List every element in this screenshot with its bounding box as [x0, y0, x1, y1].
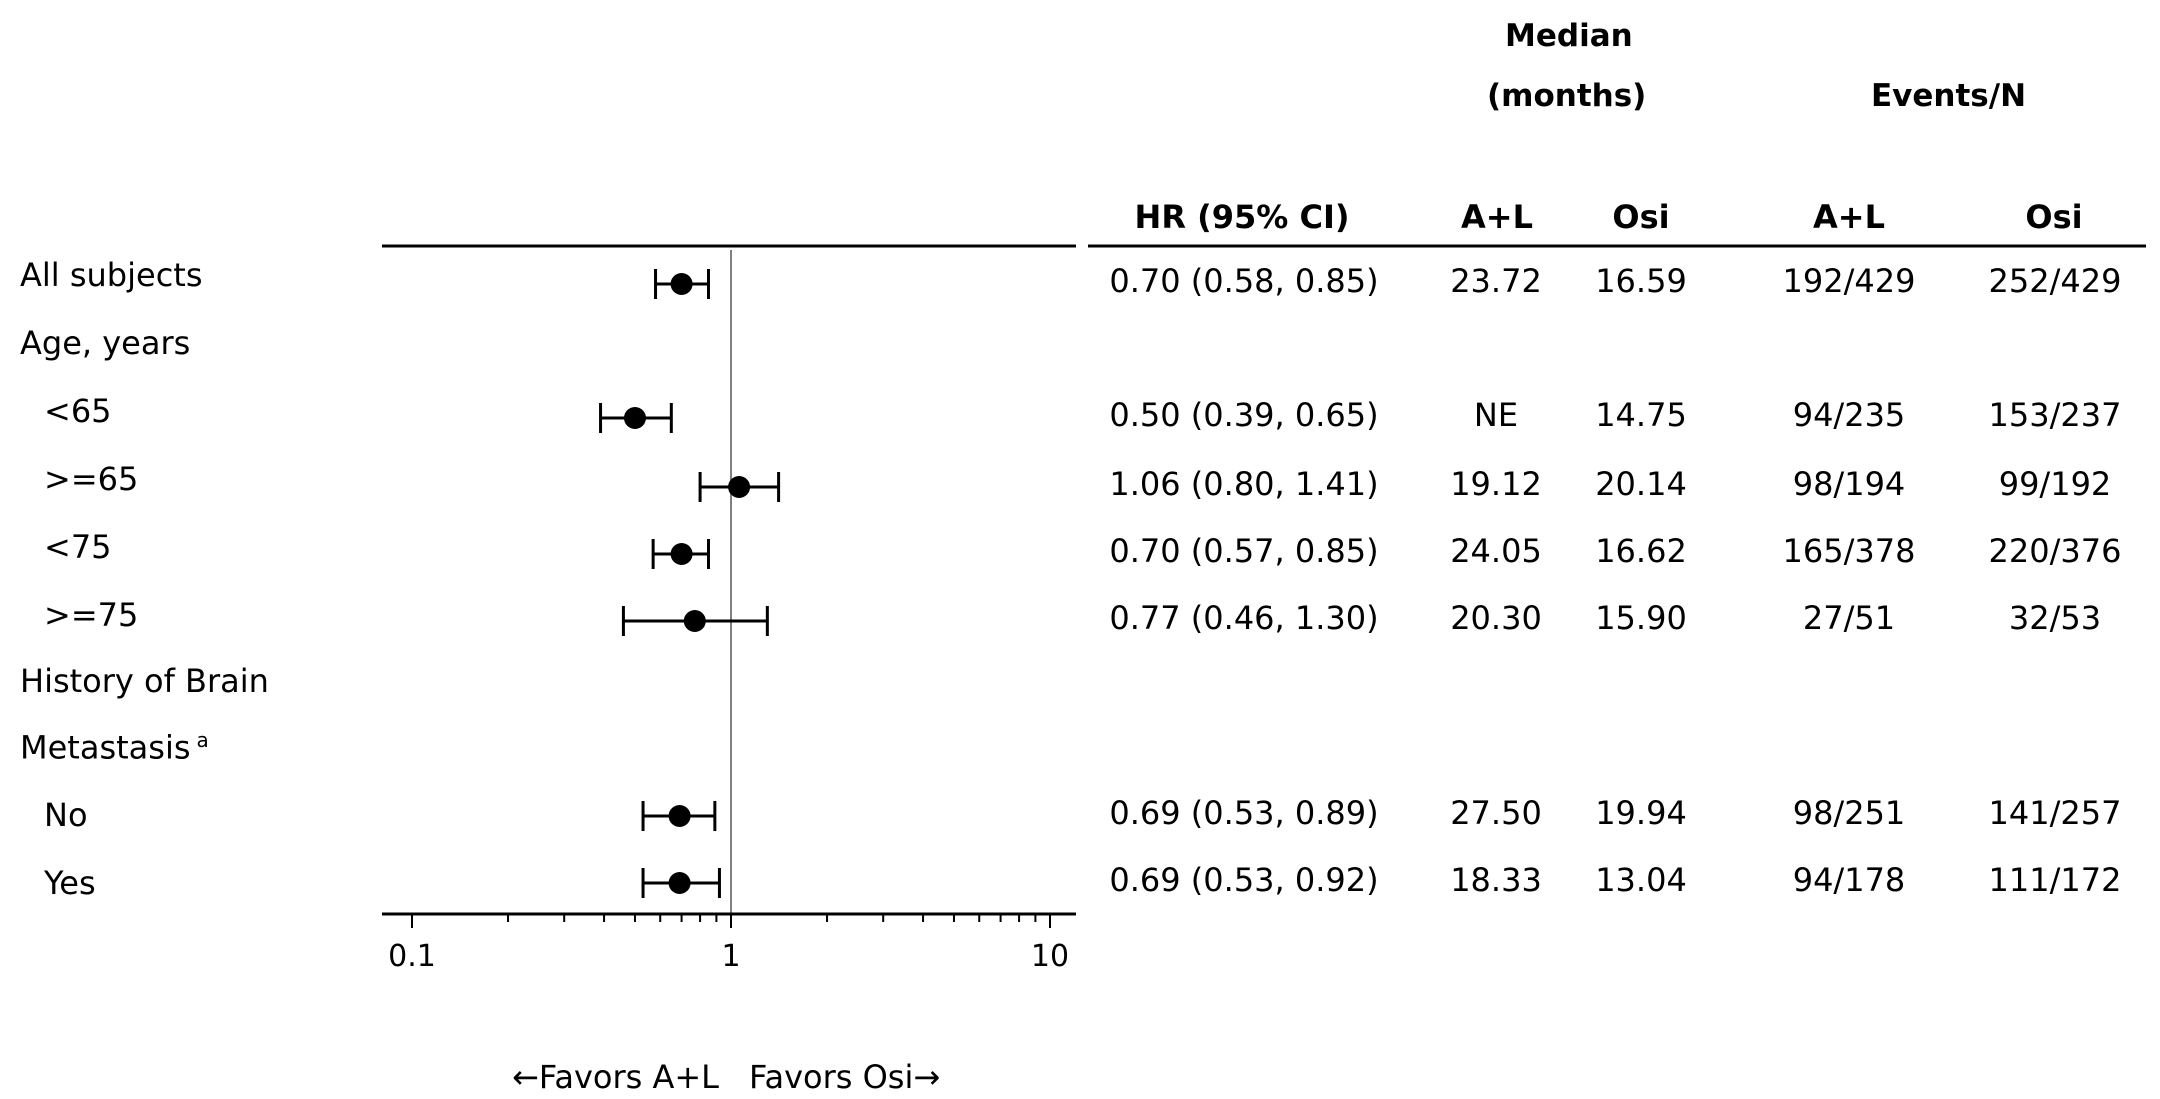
table-cell-median-al: 27.50 — [1450, 794, 1542, 832]
favors-osi-label: Favors Osi→ — [749, 1058, 940, 1096]
events-al-column-header: A+L — [1813, 198, 1885, 236]
table-cell-events-al: 192/429 — [1782, 262, 1916, 300]
hr-point — [623, 407, 646, 429]
favors-al-label: ←Favors A+L — [512, 1058, 719, 1096]
table-cell-median-osi: 14.75 — [1595, 396, 1687, 434]
table-cell-events-osi: 99/192 — [1998, 465, 2112, 503]
row-label-text: All subjects — [20, 256, 203, 294]
hr-point — [670, 543, 693, 565]
row-label-text: Metastasis — [20, 728, 191, 767]
hr-column-header: HR (95% CI) — [1134, 198, 1350, 236]
row-label-text: >=75 — [44, 596, 139, 634]
table-cell-hr: 0.69 (0.53, 0.89) — [1109, 794, 1379, 832]
table-cell-hr: 0.70 (0.58, 0.85) — [1109, 262, 1379, 300]
median-osi-column-header: Osi — [1612, 198, 1670, 236]
row-label-text: <75 — [44, 528, 112, 566]
events-header: Events/N — [1871, 78, 2027, 114]
median-al-column-header: A+L — [1461, 198, 1533, 236]
events-osi-column-header: Osi — [2025, 198, 2083, 236]
table-cell-median-osi: 20.14 — [1595, 465, 1687, 503]
footnote-marker: a — [196, 728, 209, 752]
table-cell-events-al: 98/251 — [1792, 794, 1906, 832]
x-tick-label: 1 — [721, 939, 740, 974]
table-cell-events-al: 165/378 — [1782, 532, 1916, 570]
table-cell-median-al: 19.12 — [1450, 465, 1542, 503]
x-tick-label: 10 — [1031, 939, 1069, 974]
table-cell-median-al: 18.33 — [1450, 861, 1542, 899]
table-cell-hr: 0.50 (0.39, 0.65) — [1109, 396, 1379, 434]
row-label: <75 — [44, 528, 112, 566]
table-cell-hr: 0.77 (0.46, 1.30) — [1109, 599, 1379, 637]
x-tick-label: 0.1 — [388, 939, 436, 974]
table-cell-events-osi: 153/237 — [1988, 396, 2122, 434]
row-label: >=65 — [44, 460, 138, 498]
table-cell-events-osi: 141/257 — [1988, 794, 2122, 832]
table-cell-events-osi: 32/53 — [2008, 599, 2102, 637]
row-label: <65 — [44, 392, 112, 430]
row-label-text: Age, years — [20, 324, 191, 362]
table-cell-median-al: 23.72 — [1450, 262, 1542, 300]
hr-point — [728, 476, 751, 498]
row-label-text: No — [44, 796, 88, 834]
row-label-text: History of Brain — [20, 662, 269, 700]
table-cell-median-al: 20.30 — [1450, 599, 1542, 637]
hr-point — [683, 610, 706, 632]
row-label: >=75 — [44, 596, 138, 634]
median-header: Median — [1505, 18, 1633, 54]
row-label: Yes — [44, 864, 96, 902]
median-header-unit: (months) — [1487, 78, 1647, 114]
table-cell-events-osi: 220/376 — [1988, 532, 2122, 570]
table-cell-median-osi: 16.62 — [1595, 532, 1687, 570]
row-label: No — [44, 796, 88, 834]
row-label-text: <65 — [44, 392, 112, 430]
table-cell-events-al: 98/194 — [1792, 465, 1906, 503]
table-cell-median-osi: 19.94 — [1595, 794, 1687, 832]
hr-point — [668, 872, 691, 894]
table-cell-median-al: NE — [1473, 396, 1519, 434]
table-cell-hr: 0.69 (0.53, 0.92) — [1109, 861, 1379, 899]
table-cell-events-al: 94/235 — [1792, 396, 1906, 434]
row-label: All subjects — [20, 256, 203, 294]
hr-point — [670, 273, 693, 295]
hr-point — [668, 805, 691, 827]
table-cell-events-osi: 252/429 — [1988, 262, 2122, 300]
row-label-text: Yes — [44, 864, 96, 902]
row-label: Metastasis a — [20, 728, 209, 767]
table-cell-median-osi: 16.59 — [1595, 262, 1687, 300]
table-cell-median-osi: 15.90 — [1595, 599, 1687, 637]
row-label-text: >=65 — [44, 460, 139, 498]
table-cell-events-al: 27/51 — [1802, 599, 1896, 637]
table-cell-hr: 1.06 (0.80, 1.41) — [1109, 465, 1379, 503]
table-cell-hr: 0.70 (0.57, 0.85) — [1109, 532, 1379, 570]
table-cell-median-al: 24.05 — [1450, 532, 1542, 570]
row-label: Age, years — [20, 324, 190, 362]
row-label: History of Brain — [20, 662, 269, 700]
table-cell-median-osi: 13.04 — [1595, 861, 1687, 899]
table-cell-events-osi: 111/172 — [1988, 861, 2122, 899]
table-cell-events-al: 94/178 — [1792, 861, 1906, 899]
